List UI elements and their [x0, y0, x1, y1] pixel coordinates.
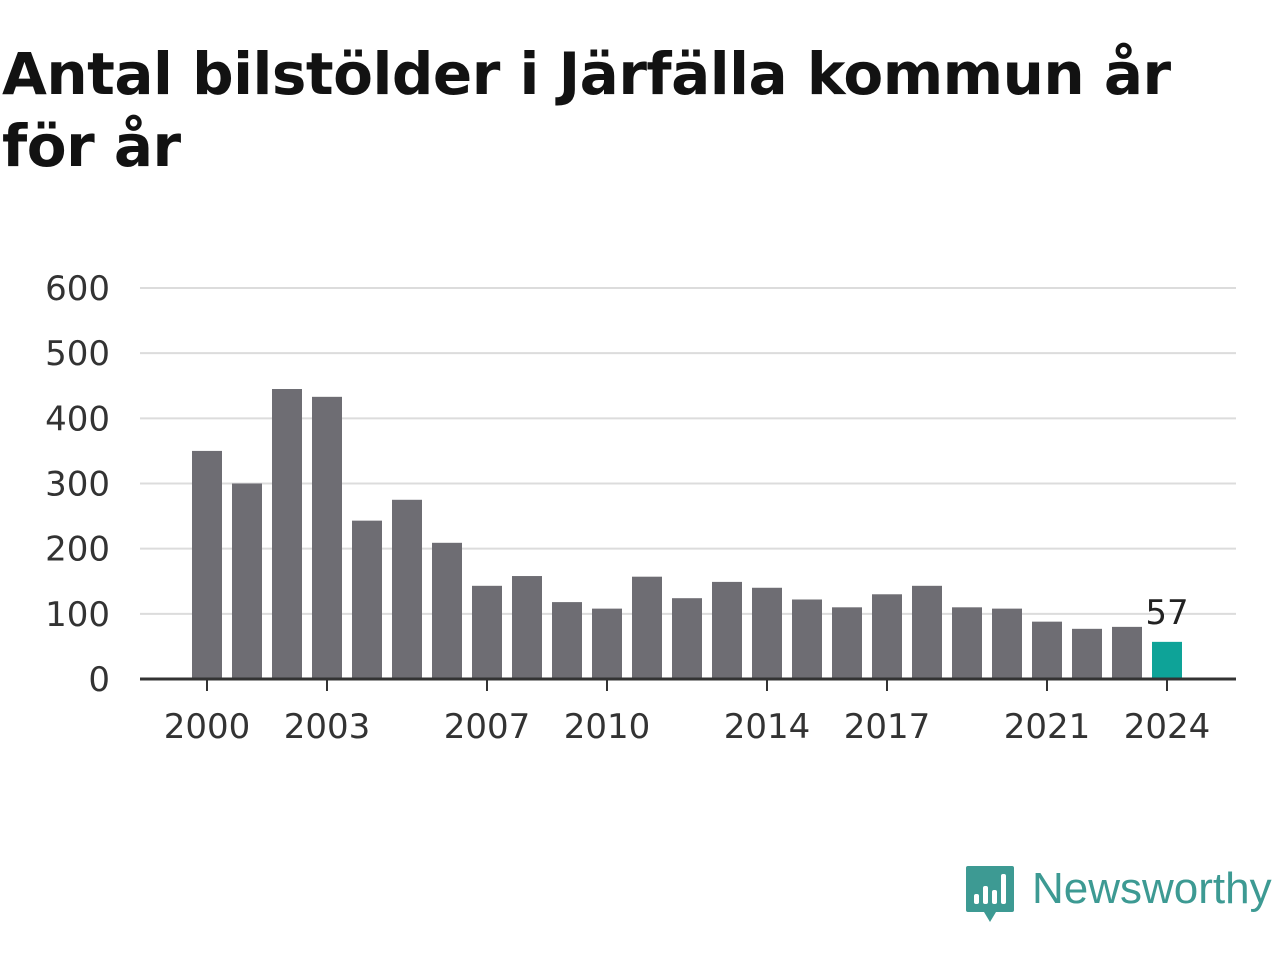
y-tick-label: 100 — [45, 595, 110, 635]
bar — [752, 587, 782, 679]
data-label: 57 — [1145, 593, 1188, 633]
x-tick-label: 2000 — [164, 707, 251, 747]
bar — [792, 599, 822, 679]
bar — [1032, 621, 1062, 679]
bar — [552, 602, 582, 679]
bar — [472, 585, 502, 679]
bar — [432, 542, 462, 679]
bar — [672, 598, 702, 679]
bar — [992, 608, 1022, 679]
y-tick-label: 300 — [45, 465, 110, 505]
bar — [592, 608, 622, 679]
bar — [192, 450, 222, 679]
bar — [512, 576, 542, 679]
bar-chart: 0 100 200 300 400 500 600 57 2000 2003 2007 2010 201… — [45, 269, 1236, 747]
bar — [232, 483, 262, 679]
x-tick-label: 2007 — [444, 707, 531, 747]
bar — [712, 581, 742, 679]
chart-title: Antal bilstölder i Järfälla kommun år fö… — [2, 40, 1171, 180]
bar — [912, 585, 942, 679]
x-tick-label: 2021 — [1004, 707, 1091, 747]
brand-name: Newsworthy — [1032, 864, 1272, 913]
bar — [632, 576, 662, 679]
bar — [352, 520, 382, 679]
bar — [832, 607, 862, 679]
bar — [1112, 626, 1142, 679]
y-tick-label: 500 — [45, 334, 110, 374]
bar — [312, 396, 342, 679]
x-tick-label: 2014 — [724, 707, 811, 747]
bar — [872, 594, 902, 679]
y-tick-label: 600 — [45, 269, 110, 309]
highlight-bar — [1152, 641, 1182, 679]
y-tick-label: 400 — [45, 399, 110, 439]
bar — [272, 389, 302, 679]
x-tick-label: 2010 — [564, 707, 651, 747]
newsworthy-logo-icon — [966, 866, 1014, 922]
bar — [392, 499, 422, 679]
brand: Newsworthy — [964, 864, 1272, 928]
y-tick-label: 200 — [45, 530, 110, 570]
x-tick-label: 2024 — [1124, 707, 1211, 747]
x-tick-label: 2003 — [284, 707, 371, 747]
bar — [952, 607, 982, 679]
x-tick-label: 2017 — [844, 707, 931, 747]
bar — [1072, 628, 1102, 679]
y-tick-label: 0 — [88, 660, 110, 700]
